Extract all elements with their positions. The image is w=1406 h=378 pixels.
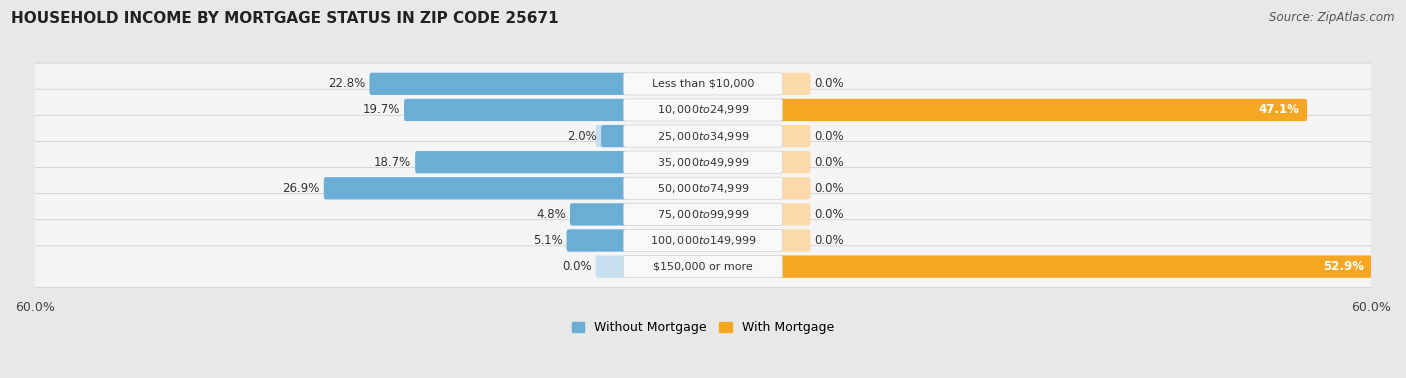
FancyBboxPatch shape xyxy=(779,229,810,252)
Text: HOUSEHOLD INCOME BY MORTGAGE STATUS IN ZIP CODE 25671: HOUSEHOLD INCOME BY MORTGAGE STATUS IN Z… xyxy=(11,11,558,26)
Text: 26.9%: 26.9% xyxy=(283,182,321,195)
Text: $50,000 to $74,999: $50,000 to $74,999 xyxy=(657,182,749,195)
FancyBboxPatch shape xyxy=(569,203,627,226)
FancyBboxPatch shape xyxy=(779,203,810,226)
Text: 0.0%: 0.0% xyxy=(814,234,844,247)
FancyBboxPatch shape xyxy=(596,125,627,147)
FancyBboxPatch shape xyxy=(779,151,810,173)
FancyBboxPatch shape xyxy=(779,125,810,147)
FancyBboxPatch shape xyxy=(567,229,627,252)
FancyBboxPatch shape xyxy=(623,151,783,173)
FancyBboxPatch shape xyxy=(779,99,1308,121)
Text: $10,000 to $24,999: $10,000 to $24,999 xyxy=(657,104,749,116)
FancyBboxPatch shape xyxy=(27,63,1379,105)
FancyBboxPatch shape xyxy=(596,256,627,278)
Text: 18.7%: 18.7% xyxy=(374,156,412,169)
Legend: Without Mortgage, With Mortgage: Without Mortgage, With Mortgage xyxy=(572,321,834,335)
FancyBboxPatch shape xyxy=(415,151,627,173)
FancyBboxPatch shape xyxy=(779,99,1308,121)
FancyBboxPatch shape xyxy=(27,194,1379,235)
FancyBboxPatch shape xyxy=(27,115,1379,157)
Text: 0.0%: 0.0% xyxy=(814,208,844,221)
FancyBboxPatch shape xyxy=(415,151,627,173)
FancyBboxPatch shape xyxy=(27,89,1379,131)
Text: 47.1%: 47.1% xyxy=(1258,104,1299,116)
FancyBboxPatch shape xyxy=(567,229,627,252)
Text: 52.9%: 52.9% xyxy=(1323,260,1364,273)
Text: 22.8%: 22.8% xyxy=(329,77,366,90)
Text: 0.0%: 0.0% xyxy=(562,260,592,273)
Text: 0.0%: 0.0% xyxy=(814,130,844,143)
FancyBboxPatch shape xyxy=(27,220,1379,261)
FancyBboxPatch shape xyxy=(623,177,783,199)
Text: $25,000 to $34,999: $25,000 to $34,999 xyxy=(657,130,749,143)
FancyBboxPatch shape xyxy=(602,125,627,147)
FancyBboxPatch shape xyxy=(27,167,1379,209)
Text: $150,000 or more: $150,000 or more xyxy=(654,262,752,272)
FancyBboxPatch shape xyxy=(623,256,783,278)
FancyBboxPatch shape xyxy=(623,229,783,252)
FancyBboxPatch shape xyxy=(779,177,810,199)
FancyBboxPatch shape xyxy=(323,177,627,199)
FancyBboxPatch shape xyxy=(27,246,1379,287)
Text: 0.0%: 0.0% xyxy=(814,77,844,90)
FancyBboxPatch shape xyxy=(370,73,627,95)
FancyBboxPatch shape xyxy=(323,177,627,199)
FancyBboxPatch shape xyxy=(623,73,783,95)
Text: 5.1%: 5.1% xyxy=(533,234,562,247)
Text: 0.0%: 0.0% xyxy=(814,182,844,195)
Text: Source: ZipAtlas.com: Source: ZipAtlas.com xyxy=(1270,11,1395,24)
Text: $35,000 to $49,999: $35,000 to $49,999 xyxy=(657,156,749,169)
FancyBboxPatch shape xyxy=(370,73,627,95)
FancyBboxPatch shape xyxy=(779,256,1372,278)
Text: 4.8%: 4.8% xyxy=(536,208,567,221)
Text: 2.0%: 2.0% xyxy=(568,130,598,143)
FancyBboxPatch shape xyxy=(569,203,627,226)
FancyBboxPatch shape xyxy=(404,99,627,121)
FancyBboxPatch shape xyxy=(27,141,1379,183)
Text: 0.0%: 0.0% xyxy=(814,156,844,169)
FancyBboxPatch shape xyxy=(404,99,627,121)
FancyBboxPatch shape xyxy=(779,256,1372,278)
FancyBboxPatch shape xyxy=(623,99,783,121)
FancyBboxPatch shape xyxy=(623,125,783,147)
Text: $100,000 to $149,999: $100,000 to $149,999 xyxy=(650,234,756,247)
Text: Less than $10,000: Less than $10,000 xyxy=(652,79,754,89)
FancyBboxPatch shape xyxy=(779,73,810,95)
Text: $75,000 to $99,999: $75,000 to $99,999 xyxy=(657,208,749,221)
FancyBboxPatch shape xyxy=(623,203,783,226)
Text: 19.7%: 19.7% xyxy=(363,104,401,116)
